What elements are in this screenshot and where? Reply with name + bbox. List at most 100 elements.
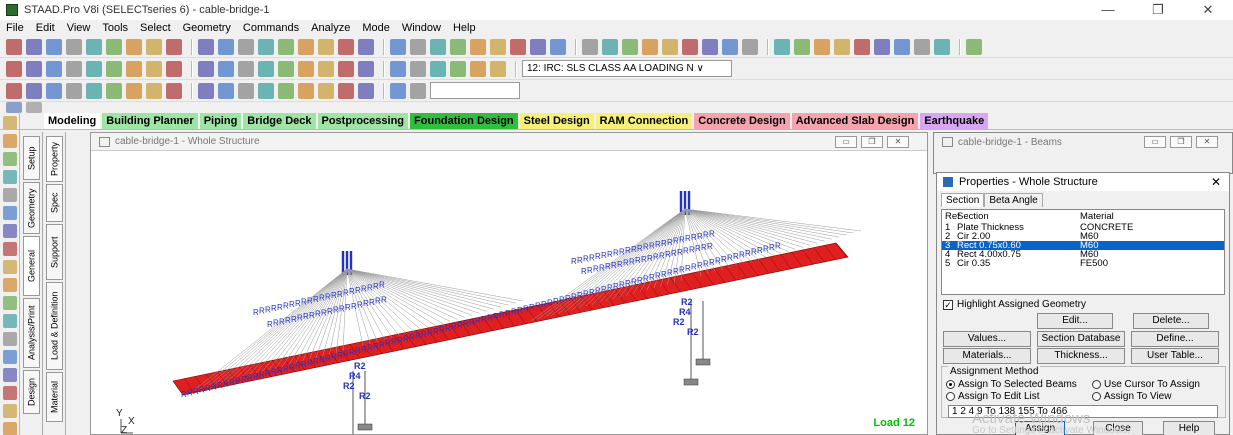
grid-icon[interactable]	[26, 101, 42, 113]
section-database-button[interactable]: Section Database	[1037, 331, 1125, 347]
toolbar-button-icon[interactable]	[874, 38, 890, 55]
menu-help[interactable]: Help	[452, 22, 476, 34]
toolbar-button-icon[interactable]	[934, 38, 950, 55]
toolbar-button-icon[interactable]	[530, 38, 546, 55]
toolbar-button-icon[interactable]	[390, 38, 406, 55]
toolbar-button-icon[interactable]	[358, 60, 374, 77]
toolbar-button-icon[interactable]	[702, 38, 718, 55]
toolbar-button-icon[interactable]	[390, 60, 406, 77]
page-tab-piping[interactable]: Piping	[199, 112, 242, 129]
toolbar-button-icon[interactable]	[6, 82, 22, 99]
toolbar-button-icon[interactable]	[622, 38, 638, 55]
close-window-button[interactable]: ✕	[1202, 2, 1214, 17]
toolbar-button-icon[interactable]	[682, 38, 698, 55]
toolbar-button-icon[interactable]	[490, 38, 506, 55]
side-tab-analysis-print[interactable]: Analysis/Print	[23, 298, 40, 368]
toolbar-button-icon[interactable]	[66, 60, 82, 77]
radio-assign-view[interactable]: Assign To View	[1092, 391, 1171, 402]
menu-file[interactable]: File	[6, 22, 24, 34]
toolbar-button-icon[interactable]	[106, 60, 122, 77]
side-tab-material[interactable]: Material	[46, 372, 63, 422]
edit-list-input[interactable]: 1 2 4 9 To 138 155 To 466	[948, 405, 1218, 418]
help-button[interactable]: Help	[1163, 421, 1215, 435]
side-tab-general[interactable]: General	[23, 236, 40, 296]
side-tab-geometry[interactable]: Geometry	[23, 182, 40, 234]
minimize-button[interactable]: —	[1101, 2, 1115, 17]
viewport-close-button[interactable]: ✕	[887, 136, 909, 148]
toolbar-button-icon[interactable]	[430, 60, 446, 77]
side-tab-support[interactable]: Support	[46, 224, 63, 280]
toolbar-button-icon[interactable]	[358, 38, 374, 55]
menu-view[interactable]: View	[66, 22, 91, 34]
toolbar-button-icon[interactable]	[318, 82, 334, 99]
left-toolbar-icon[interactable]	[3, 314, 17, 328]
left-toolbar-icon[interactable]	[3, 296, 17, 310]
left-toolbar-icon[interactable]	[3, 242, 17, 256]
page-tab-building-planner[interactable]: Building Planner	[102, 112, 198, 129]
section-row[interactable]: 4 Rect 4.00x0.75 M60	[942, 250, 1224, 260]
toolbar-button-icon[interactable]	[6, 60, 22, 77]
radio-use-cursor[interactable]: Use Cursor To Assign	[1092, 379, 1200, 390]
left-toolbar-icon[interactable]	[3, 350, 17, 364]
toolbar-button-icon[interactable]	[470, 60, 486, 77]
toolbar-button-icon[interactable]	[338, 82, 354, 99]
toolbar-button-icon[interactable]	[298, 60, 314, 77]
left-toolbar-icon[interactable]	[3, 134, 17, 148]
toolbar-button-icon[interactable]	[774, 38, 790, 55]
toolbar-button-icon[interactable]	[166, 38, 182, 55]
toolbar-button-icon[interactable]	[198, 38, 214, 55]
toolbar-button-icon[interactable]	[66, 82, 82, 99]
toolbar-button-icon[interactable]	[106, 38, 122, 55]
toolbar-button-icon[interactable]	[450, 38, 466, 55]
left-toolbar-icon[interactable]	[3, 116, 17, 130]
toolbar-button-icon[interactable]	[662, 38, 678, 55]
section-row[interactable]: 3 Rect 0.75x0.60 M60	[942, 241, 1224, 250]
delete-button[interactable]: Delete...	[1133, 313, 1209, 329]
toolbar-button-icon[interactable]	[238, 82, 254, 99]
toolbar-button-icon[interactable]	[198, 82, 214, 99]
toolbar-button-icon[interactable]	[198, 60, 214, 77]
toolbar-button-icon[interactable]	[278, 82, 294, 99]
toolbar-button-icon[interactable]	[722, 38, 738, 55]
toolbar-button-icon[interactable]	[410, 82, 426, 99]
toolbar-button-icon[interactable]	[66, 38, 82, 55]
toolbar-button-icon[interactable]	[126, 38, 142, 55]
radio-assign-edit-list[interactable]: Assign To Edit List	[946, 391, 1040, 402]
toolbar-button-icon[interactable]	[318, 60, 334, 77]
section-row[interactable]: 5 Cir 0.35 FE500	[942, 259, 1224, 269]
left-toolbar-icon[interactable]	[3, 404, 17, 418]
bridge-model-view[interactable]: R R R R R R R R R R R R R R R R R R R R R RR R R R R R R R R R R R R R R R R R…	[91, 151, 927, 434]
toolbar-button-icon[interactable]	[602, 38, 618, 55]
page-tab-steel-design[interactable]: Steel Design	[519, 112, 594, 129]
define-button[interactable]: Define...	[1131, 331, 1219, 347]
toolbar-button-icon[interactable]	[358, 82, 374, 99]
toolbar-button-icon[interactable]	[126, 60, 142, 77]
toolbar-button-icon[interactable]	[26, 82, 42, 99]
left-toolbar-icon[interactable]	[3, 422, 17, 435]
toolbar-button-icon[interactable]	[218, 60, 234, 77]
beams-minimize-button[interactable]: ▭	[1144, 136, 1166, 148]
beams-close-button[interactable]: ✕	[1196, 136, 1218, 148]
whole-structure-window[interactable]: cable-bridge-1 - Whole Structure ▭ ❐ ✕ R…	[90, 132, 928, 435]
left-toolbar-icon[interactable]	[3, 188, 17, 202]
menu-tools[interactable]: Tools	[102, 22, 129, 34]
toolbar-button-icon[interactable]	[582, 38, 598, 55]
toolbar-button-icon[interactable]	[318, 38, 334, 55]
highlight-assigned-checkbox[interactable]: ✓ Highlight Assigned Geometry	[943, 299, 1086, 310]
menu-select[interactable]: Select	[140, 22, 171, 34]
left-toolbar-icon[interactable]	[3, 386, 17, 400]
beams-restore-button[interactable]: ❐	[1170, 136, 1192, 148]
viewport-minimize-button[interactable]: ▭	[835, 136, 857, 148]
toolbar-button-icon[interactable]	[278, 38, 294, 55]
toolbar-button-icon[interactable]	[854, 38, 870, 55]
left-toolbar-icon[interactable]	[3, 368, 17, 382]
tab-beta-angle[interactable]: Beta Angle	[984, 193, 1043, 207]
user-table-button[interactable]: User Table...	[1131, 348, 1219, 364]
toolbar-button-icon[interactable]	[390, 82, 406, 99]
toolbar-button-icon[interactable]	[550, 38, 566, 55]
toolbar-button-icon[interactable]	[430, 38, 446, 55]
toolbar-button-icon[interactable]	[410, 38, 426, 55]
section-table[interactable]: Ref Section Material 1 Plate Thickness CON…	[941, 209, 1225, 295]
toolbar-button-icon[interactable]	[794, 38, 810, 55]
left-toolbar-icon[interactable]	[3, 332, 17, 346]
